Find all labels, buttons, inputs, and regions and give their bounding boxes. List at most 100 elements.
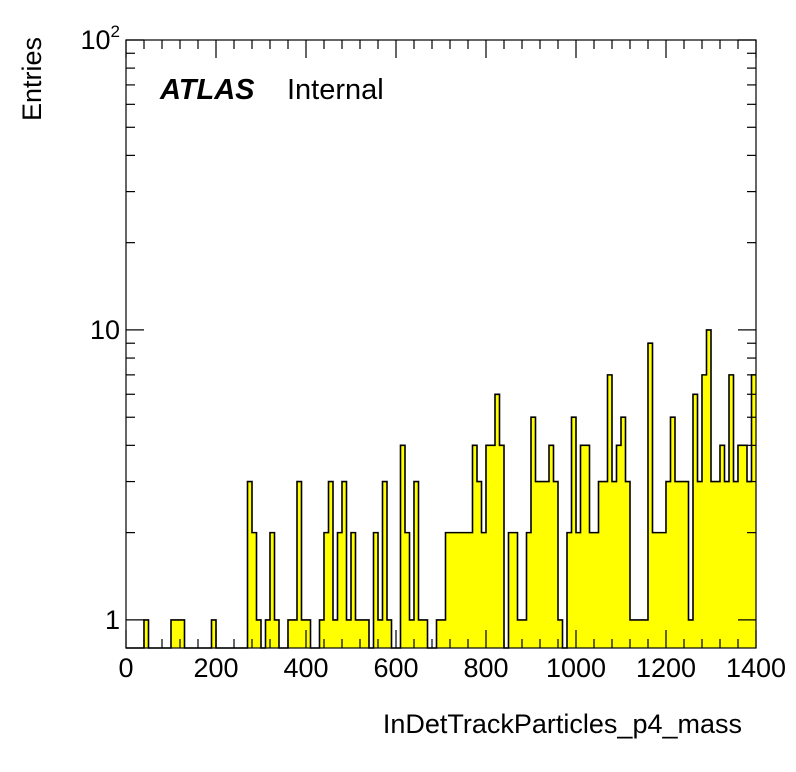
histogram-bin <box>576 533 581 648</box>
histogram-bin <box>464 533 469 648</box>
histogram-bin <box>518 620 523 648</box>
axis-ticks <box>125 39 757 648</box>
x-tick-label: 600 <box>373 653 418 683</box>
histogram-bars <box>126 329 757 649</box>
histogram-bin <box>360 620 365 648</box>
histogram-bin <box>495 394 500 648</box>
histogram-bin <box>675 482 680 648</box>
histogram-bin <box>558 620 563 648</box>
y-tick-label: 102 <box>80 22 120 55</box>
histogram-bin <box>473 445 478 648</box>
histogram-bin <box>374 533 379 648</box>
histogram-bin <box>482 533 487 648</box>
histogram-bin <box>401 445 406 648</box>
histogram-bin <box>572 417 577 648</box>
histogram-bin <box>743 445 748 648</box>
histogram-bin <box>248 482 253 648</box>
histogram-bin <box>554 482 559 648</box>
histogram-bin <box>716 482 721 648</box>
histogram-bin <box>747 482 752 648</box>
histogram-bin <box>531 417 536 648</box>
histogram-bin <box>383 482 388 648</box>
histogram-bin <box>630 620 635 648</box>
histogram-bin <box>734 482 739 648</box>
histogram-bin <box>477 482 482 648</box>
histogram-bin <box>684 482 689 648</box>
y-axis-label: Entries <box>17 37 47 121</box>
histogram-bin <box>356 620 361 648</box>
histogram-bin <box>662 533 667 648</box>
histogram-bin <box>585 445 590 648</box>
histogram-bin <box>486 445 491 648</box>
histogram-bin <box>549 445 554 648</box>
histogram-bin <box>342 482 347 648</box>
x-tick-label: 800 <box>463 653 508 683</box>
histogram-bin <box>617 445 622 648</box>
x-tick-label: 1000 <box>546 653 606 683</box>
histogram-bin <box>414 482 419 648</box>
histogram-bin <box>441 620 446 648</box>
histogram-bin <box>293 620 298 648</box>
histogram-bin <box>387 620 392 648</box>
histogram-bin <box>608 375 613 648</box>
histogram-bin <box>738 445 743 648</box>
histogram-fill <box>126 329 756 648</box>
histogram-bin <box>266 620 271 648</box>
plot-border <box>125 39 757 649</box>
histogram-bin <box>545 482 550 648</box>
histogram-bin <box>212 620 217 648</box>
histogram-bin <box>378 620 383 648</box>
histogram-bin <box>720 445 725 648</box>
histogram-bin <box>639 620 644 648</box>
histogram-bin <box>500 445 505 648</box>
histogram-bin <box>270 533 275 648</box>
histogram-bin <box>725 482 730 648</box>
histogram-bin <box>599 482 604 648</box>
histogram-bin <box>252 533 257 648</box>
histogram-bin <box>338 533 343 648</box>
histogram-bin <box>626 482 631 648</box>
histogram-bin <box>468 533 473 648</box>
histogram-bin <box>347 620 352 648</box>
x-tick-label: 1400 <box>726 653 786 683</box>
histogram-bin <box>603 482 608 648</box>
histogram-bin <box>590 533 595 648</box>
histogram-bin <box>297 482 302 648</box>
histogram-bin <box>693 394 698 648</box>
x-tick-label: 400 <box>283 653 328 683</box>
histogram-bin <box>671 417 676 648</box>
y-tick-labels: 1 10 102 <box>80 22 120 635</box>
histogram-bin <box>410 620 415 648</box>
histogram-bin <box>612 482 617 648</box>
histogram-bin <box>657 533 662 648</box>
histogram-bin <box>666 482 671 648</box>
internal-label: Internal <box>287 74 384 106</box>
histogram-bin <box>707 330 712 648</box>
histogram-bin <box>419 620 424 648</box>
histogram-bin <box>581 445 586 648</box>
histogram-outline <box>126 329 756 649</box>
histogram-bin <box>171 620 176 648</box>
histogram-bin <box>437 620 442 648</box>
histogram-bin <box>680 482 685 648</box>
y-tick-label: 1 <box>105 605 120 635</box>
histogram-bin <box>351 533 356 648</box>
histogram-bin <box>257 620 262 648</box>
plot-frame <box>125 39 757 649</box>
histogram-bin <box>450 533 455 648</box>
histogram-bin <box>752 375 757 648</box>
histogram-bin <box>648 343 653 648</box>
histogram-bin <box>275 620 280 648</box>
histogram-bin <box>527 533 532 648</box>
histogram-bin <box>459 533 464 648</box>
histogram-bin <box>594 533 599 648</box>
histogram-bin <box>288 620 293 648</box>
histogram-bin <box>333 620 338 648</box>
histogram-bin <box>509 533 514 648</box>
histogram-bin <box>711 482 716 648</box>
histogram-bin <box>635 620 640 648</box>
x-axis-label: InDetTrackParticles_p4_mass <box>383 709 742 739</box>
histogram-bin <box>306 620 311 648</box>
histogram-bin <box>536 482 541 648</box>
histogram-bin <box>365 620 370 648</box>
